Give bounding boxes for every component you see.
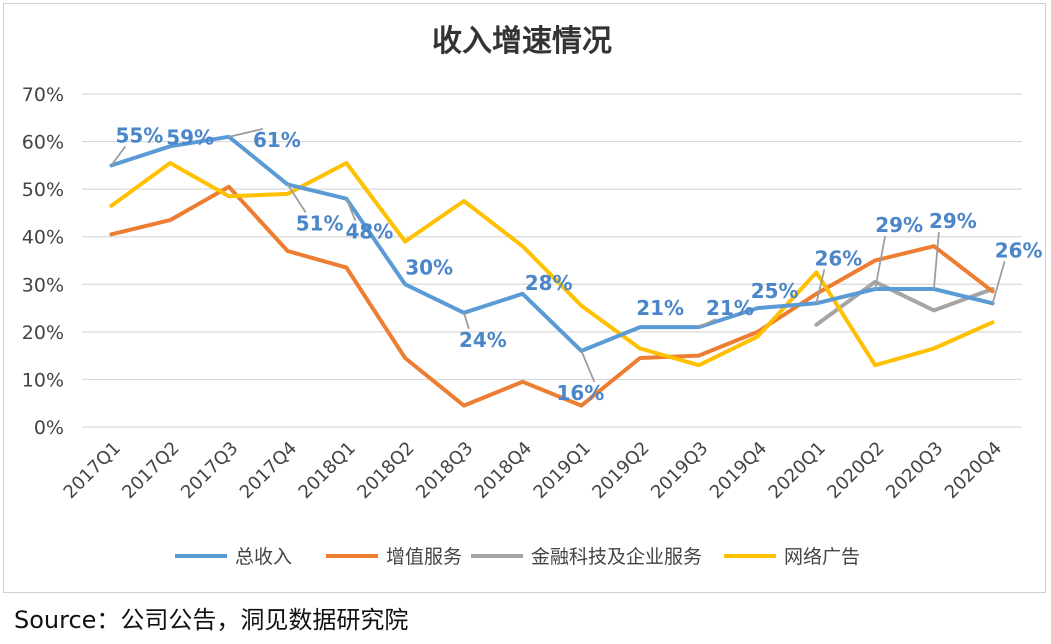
leader-line [815,269,826,304]
legend: 总收入 增值服务 金融科技及企业服务 网络广告 [175,546,860,568]
data-label: 30% [405,255,453,279]
series-line-3 [109,161,995,368]
x-axis-ticks: 2017Q12017Q22017Q32017Q42018Q12018Q22018… [60,438,1007,503]
x-tick-label: 2019Q2 [588,438,653,503]
data-label: 21% [706,296,754,320]
legend-label: 网络广告 [784,546,860,568]
data-label: 51% [296,211,344,235]
series-line-0 [109,134,995,353]
y-tick-label: 10% [22,369,64,391]
x-tick-label: 2020Q1 [765,438,830,503]
legend-label: 总收入 [235,546,292,568]
data-label: 29% [875,213,923,237]
data-label: 25% [751,279,799,303]
y-tick-label: 20% [22,322,64,344]
x-tick-label: 2017Q4 [236,438,301,503]
data-label: 48% [345,220,393,244]
x-tick-label: 2017Q2 [118,438,183,503]
data-label: 16% [556,381,604,405]
x-tick-label: 2017Q3 [177,438,242,503]
leader-line [698,318,717,328]
x-tick-label: 2020Q4 [941,438,1006,503]
data-label: 21% [636,296,684,320]
data-label: 59% [166,125,214,149]
x-tick-label: 2018Q2 [353,438,418,503]
data-label: 26% [814,246,862,270]
legend-label: 增值服务 [386,546,462,568]
leader-line [345,198,357,221]
data-label: 24% [459,328,507,352]
leader-line [580,350,596,383]
x-tick-label: 2019Q3 [647,438,712,503]
data-labels: 55% 59% 61%51% 48%30%24%28%16%21% 21%25%26%2… [110,123,1043,405]
y-tick-label: 60% [22,132,64,154]
data-label: 55% [115,123,163,147]
series-line-1 [109,184,995,408]
legend-label: 金融科技及企业服务 [531,546,702,568]
x-tick-label: 2018Q4 [471,438,536,503]
data-label: 61% [253,128,301,152]
leader-line [228,127,264,138]
x-tick-label: 2018Q1 [295,438,360,503]
x-tick-label: 2020Q3 [882,438,947,503]
leader-line [991,261,1006,304]
leader-line [463,312,470,330]
x-tick-label: 2017Q1 [60,438,125,503]
leader-line [932,231,940,290]
series-line-2 [814,279,995,327]
line-chart: 收入增速情况 0%10%20%30%40%50%60%70% 2017Q1201… [22,24,1043,568]
series-lines [109,134,995,408]
leader-line [110,145,127,166]
data-label: 26% [995,238,1043,262]
chart-frame [3,3,1046,593]
y-tick-label: 30% [22,274,64,296]
x-tick-label: 2019Q1 [530,438,595,503]
x-tick-label: 2020Q2 [823,438,888,503]
leader-line [286,183,307,213]
y-tick-label: 70% [22,84,64,106]
data-label: 28% [525,271,573,295]
y-tick-label: 40% [22,227,64,249]
leader-line [874,235,887,290]
source-note: Source：公司公告，洞见数据研究院 [14,606,409,634]
y-axis-ticks: 0% 10% 20% 30% 40% 50% 60% 70% [22,84,64,439]
x-tick-label: 2019Q4 [706,438,771,503]
y-tick-label: 0% [34,417,64,439]
y-tick-label: 50% [22,179,64,201]
x-tick-label: 2018Q3 [412,438,477,503]
gridlines [82,93,1022,428]
chart-title: 收入增速情况 [432,24,612,59]
data-label: 29% [929,209,977,233]
